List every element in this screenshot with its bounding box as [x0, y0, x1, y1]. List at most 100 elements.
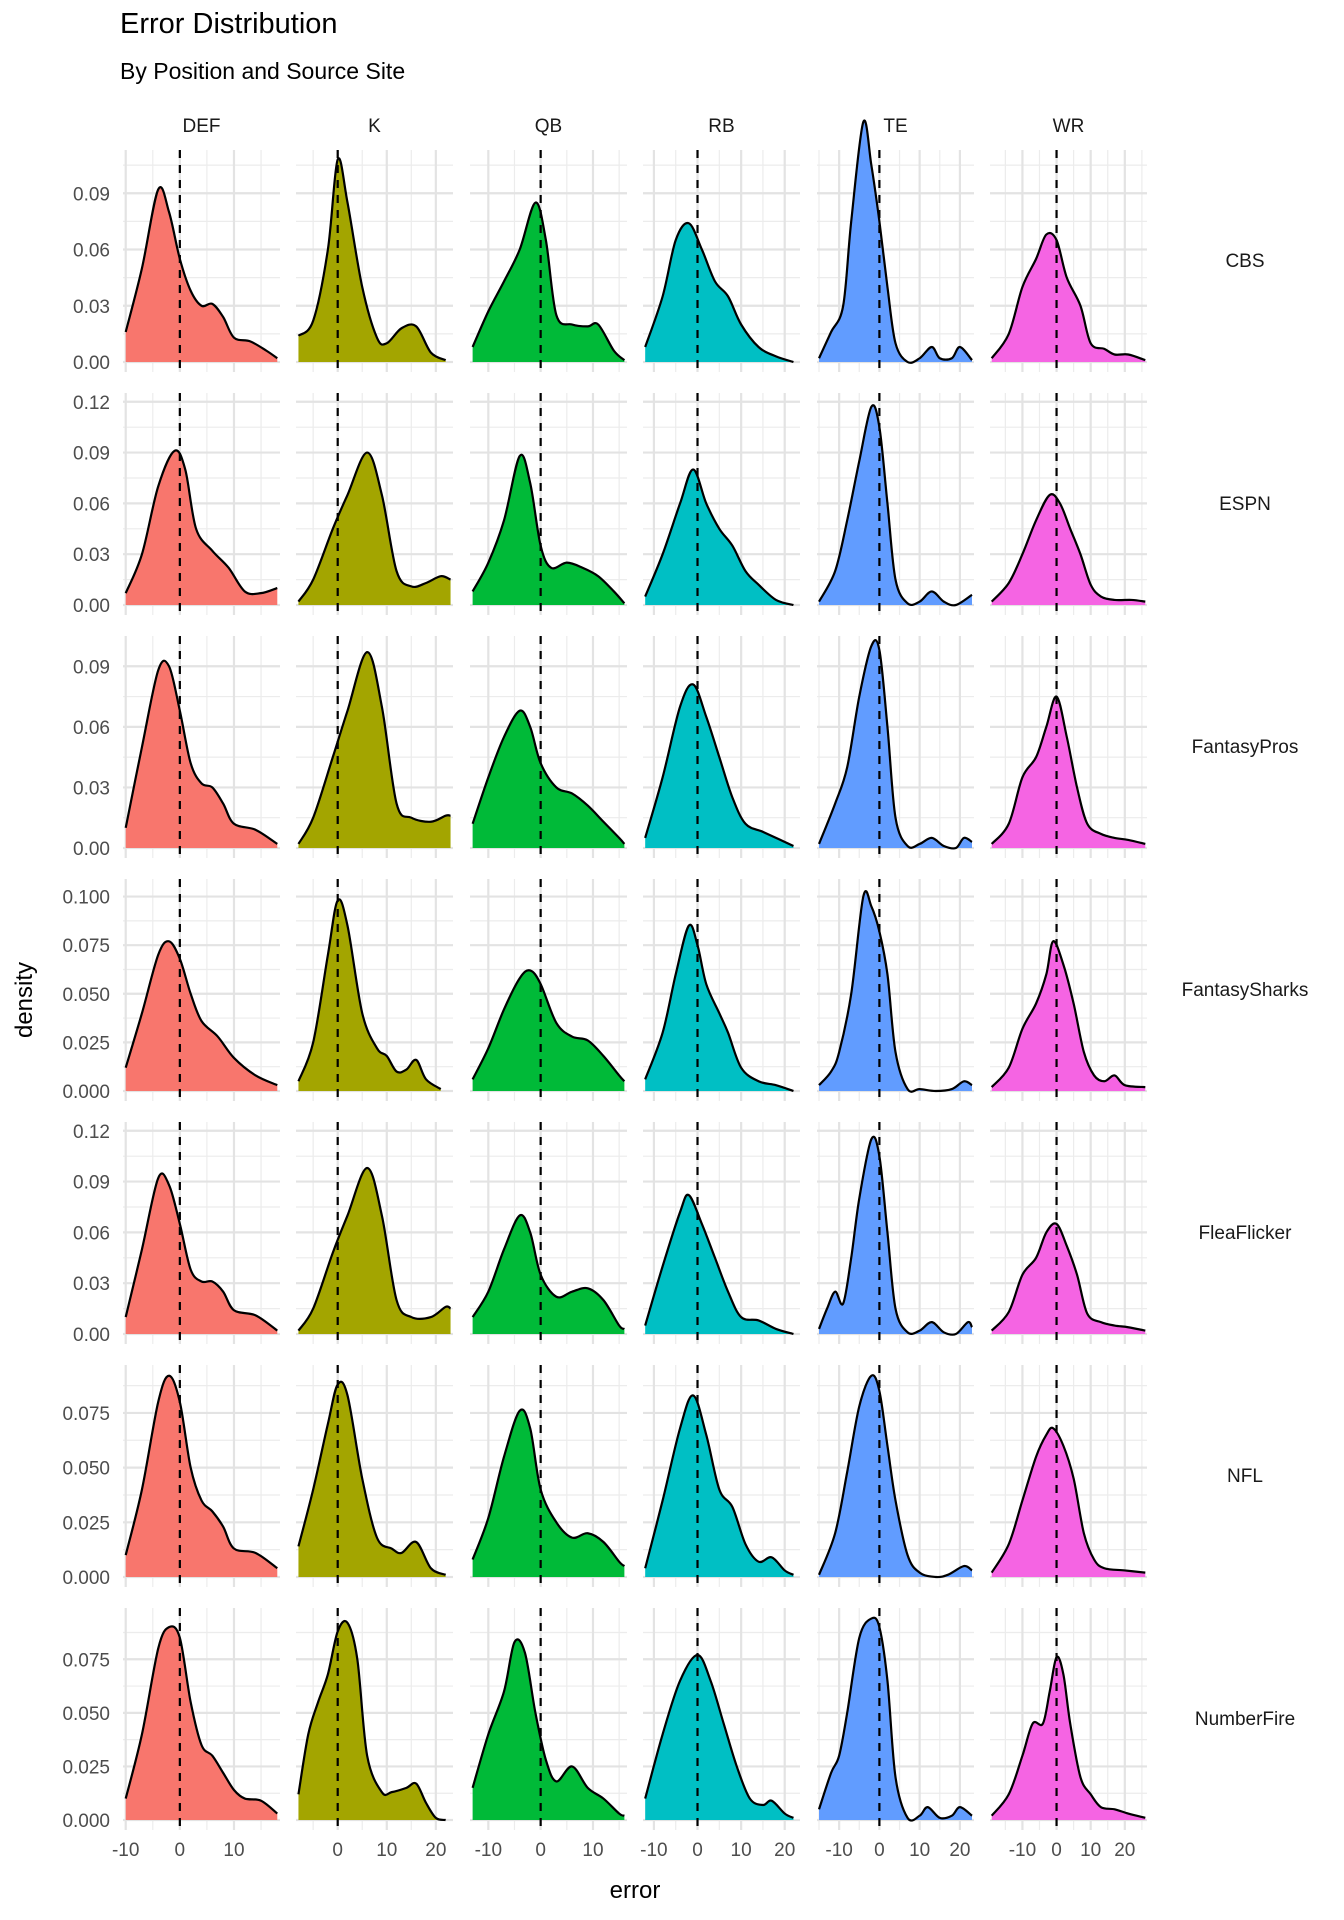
y-tick-label: 0.075 — [62, 936, 110, 957]
density-line-espn-qb — [471, 453, 626, 605]
y-tick-label: 0.025 — [62, 1757, 110, 1778]
panels: DEF K QB RB TE WR CBS ESPN FantasyPros FantasySha… — [62, 116, 1308, 1861]
density-area-espn-rb — [645, 469, 794, 605]
y-tick-label: 0.06 — [73, 1223, 110, 1244]
panel-numberfire-def — [123, 1608, 280, 1830]
density-line-nfl-k — [297, 1380, 447, 1576]
density-area-espn-te — [819, 405, 972, 606]
x-tick-label: -10 — [640, 1840, 667, 1861]
y-tick-label: 0.050 — [62, 1704, 110, 1725]
density-line-numberfire-te — [817, 1616, 973, 1822]
density-area-fantasysharks-wr — [991, 941, 1146, 1091]
density-line-espn-wr — [990, 493, 1146, 603]
density-line-cbs-rb — [644, 221, 794, 364]
density-area-cbs-te — [819, 120, 972, 363]
density-area-numberfire-def — [125, 1626, 278, 1820]
x-tick-label: 20 — [774, 1840, 795, 1861]
panel-fleaflicker-qb — [470, 1122, 627, 1344]
density-line-fantasysharks-te — [818, 890, 973, 1093]
panel-numberfire-qb — [470, 1608, 627, 1830]
panel-fleaflicker-def — [123, 1122, 280, 1344]
y-tick-label: 0.09 — [73, 444, 110, 465]
density-line-fantasypros-te — [817, 639, 973, 850]
density-line-espn-te — [818, 404, 973, 607]
y-tick-label: 0.000 — [62, 1082, 110, 1103]
y-tick-label: 0.03 — [73, 1274, 110, 1295]
y-tick-label: 0.000 — [62, 1568, 110, 1589]
panel-nfl-k — [296, 1365, 453, 1587]
density-area-espn-k — [298, 452, 451, 605]
density-area-fleaflicker-qb — [472, 1214, 625, 1334]
x-tick-label: 0 — [535, 1840, 546, 1861]
density-area-nfl-rb — [645, 1395, 794, 1577]
density-area-fantasypros-wr — [991, 696, 1146, 848]
x-tick-label: 10 — [909, 1840, 930, 1861]
panel-espn-k — [296, 393, 453, 615]
facet-row-label-fantasypros: FantasyPros — [1192, 737, 1299, 758]
panel-fantasysharks-te — [817, 879, 974, 1101]
panel-cbs-te — [817, 119, 974, 372]
x-tick-label: -10 — [825, 1840, 852, 1861]
facet-row-label-espn: ESPN — [1219, 494, 1271, 515]
y-tick-label: 0.025 — [62, 1513, 110, 1534]
density-line-fantasypros-def — [124, 659, 278, 845]
x-tick-label: 0 — [1051, 1840, 1062, 1861]
panel-numberfire-k — [296, 1608, 453, 1830]
density-line-fantasypros-qb — [471, 709, 626, 845]
density-line-fantasysharks-rb — [644, 923, 794, 1093]
density-area-espn-qb — [472, 454, 625, 605]
density-area-fantasysharks-rb — [645, 924, 794, 1091]
density-area-nfl-te — [819, 1375, 972, 1578]
x-tick-label: 20 — [1114, 1840, 1135, 1861]
density-line-fleaflicker-def — [124, 1172, 278, 1332]
y-tick-label: 0.050 — [62, 985, 110, 1006]
panel-espn-te — [817, 393, 974, 615]
density-line-nfl-def — [124, 1374, 278, 1570]
panel-fantasypros-def — [123, 636, 280, 858]
panel-nfl-te — [817, 1365, 974, 1587]
y-tick-label: 0.000 — [62, 1811, 110, 1832]
panel-fantasysharks-def — [123, 879, 280, 1101]
density-area-numberfire-rb — [645, 1655, 794, 1820]
panel-fantasysharks-k — [296, 879, 453, 1101]
density-area-numberfire-wr — [991, 1656, 1146, 1820]
density-line-fantasysharks-def — [124, 940, 278, 1087]
density-line-cbs-wr — [990, 231, 1146, 362]
y-tick-label: 0.06 — [73, 494, 110, 515]
density-area-fleaflicker-k — [298, 1168, 451, 1334]
density-area-cbs-wr — [991, 232, 1146, 362]
density-area-numberfire-qb — [472, 1639, 625, 1820]
y-tick-label: 0.00 — [73, 353, 110, 374]
panel-fantasysharks-wr — [990, 879, 1147, 1101]
panel-nfl-def — [123, 1365, 280, 1587]
density-area-nfl-wr — [991, 1427, 1146, 1577]
density-line-fantasysharks-wr — [990, 940, 1146, 1089]
density-line-cbs-qb — [471, 201, 626, 361]
x-tick-label: 0 — [175, 1840, 186, 1861]
density-line-fantasypros-rb — [644, 683, 794, 847]
density-area-fantasysharks-k — [298, 899, 441, 1091]
panel-cbs-rb — [643, 150, 800, 372]
y-tick-label: 0.100 — [62, 888, 110, 909]
panel-fantasypros-qb — [470, 636, 627, 858]
y-tick-label: 0.03 — [73, 778, 110, 799]
density-area-cbs-rb — [645, 223, 794, 362]
density-area-fantasysharks-def — [125, 941, 278, 1091]
density-area-fleaflicker-def — [125, 1173, 278, 1334]
x-tick-label: 0 — [332, 1840, 343, 1861]
facet-column-label-te: TE — [883, 116, 907, 137]
panel-fleaflicker-rb — [643, 1122, 800, 1344]
panel-fantasysharks-qb — [470, 879, 627, 1101]
density-line-fantasysharks-qb — [471, 969, 626, 1083]
y-axis-label: density — [11, 962, 38, 1038]
density-line-numberfire-qb — [471, 1638, 625, 1817]
facet-column-label-wr: WR — [1053, 116, 1085, 137]
y-tick-label: 0.06 — [73, 241, 110, 262]
facet-column-label-rb: RB — [708, 116, 734, 137]
panel-nfl-wr — [990, 1365, 1147, 1587]
y-tick-label: 0.075 — [62, 1404, 110, 1425]
density-line-espn-def — [124, 449, 278, 596]
panel-espn-qb — [470, 393, 627, 615]
facet-column-label-qb: QB — [535, 116, 562, 137]
